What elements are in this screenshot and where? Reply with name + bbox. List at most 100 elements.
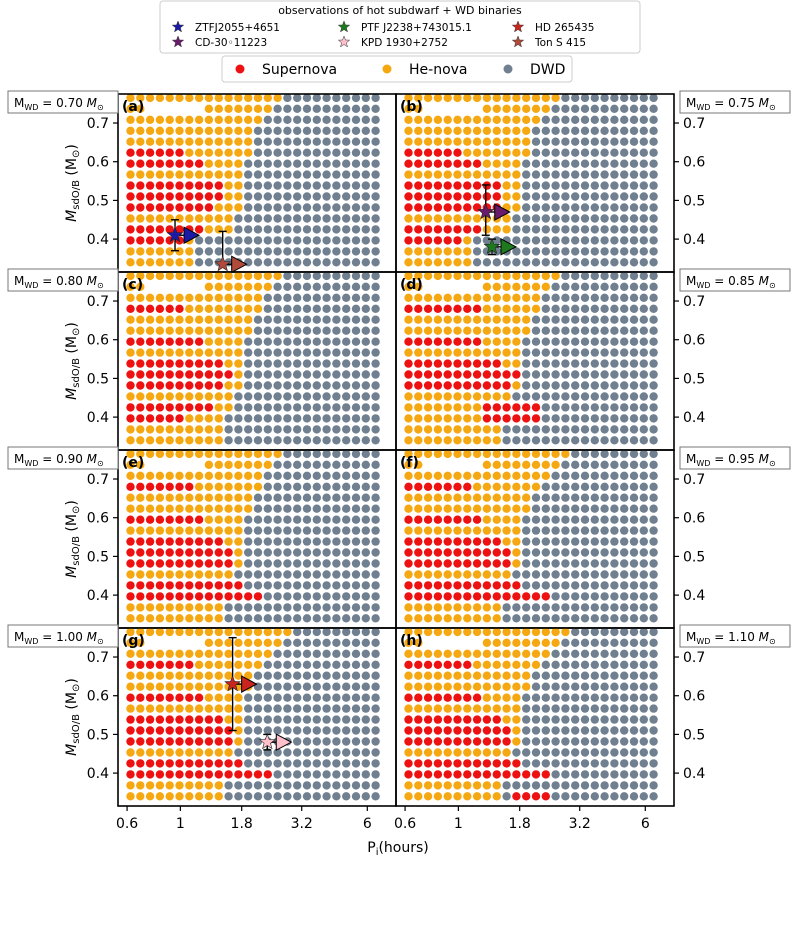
he-nova-point [443,293,452,302]
dwd-point [649,460,658,469]
he-nova-point [482,526,492,535]
supernova-point [433,304,443,313]
he-nova-point [522,104,531,114]
he-nova-point [561,628,570,637]
he-nova-point [472,392,482,401]
he-nova-point [531,115,541,125]
supernova-point [404,482,413,491]
panel-label: (h) [400,633,423,649]
dwd-point [371,126,380,135]
dwd-point [263,192,272,201]
observation-star-icon [477,203,495,220]
dwd-point [351,792,361,801]
he-nova-point [512,526,521,535]
supernova-point [443,759,452,768]
dwd-point [541,660,550,669]
he-nova-point [126,282,135,291]
he-nova-point [165,671,174,680]
dwd-point [332,581,341,590]
he-nova-point [423,247,433,256]
dwd-point [639,94,648,103]
dwd-point [283,682,292,691]
dwd-point [263,581,272,590]
he-nova-point [463,628,472,637]
supernova-point [126,381,135,390]
dwd-point [351,748,361,757]
dwd-point [322,671,331,680]
supernova-point [522,792,531,801]
dwd-point [253,137,263,146]
he-nova-point [234,704,243,713]
dwd-point [312,603,321,612]
he-nova-point [145,614,155,623]
dwd-point [273,104,282,114]
dwd-point [332,759,341,768]
dwd-point [590,759,599,768]
supernova-point [482,737,492,746]
dwd-point [361,450,370,459]
he-nova-point [482,682,492,691]
dwd-point [600,660,609,669]
he-nova-point [204,115,214,125]
dwd-point [600,159,609,168]
dwd-point [610,592,619,601]
dwd-point [302,504,312,513]
he-nova-point [433,671,443,680]
y-tick-label: 0.6 [87,333,109,349]
supernova-point [492,715,501,724]
dwd-point [273,559,282,568]
he-nova-point [492,693,501,702]
dwd-point [551,559,560,568]
he-nova-point [502,348,511,357]
dwd-point [649,515,658,524]
observation-star-icon [214,255,232,272]
he-nova-point [214,628,223,637]
dwd-point [371,704,380,713]
dwd-point [253,548,263,557]
he-nova-point [234,337,243,346]
supernova-point [492,414,501,423]
he-nova-point [175,614,184,623]
he-nova-point [224,326,233,335]
supernova-point [136,225,145,234]
supernova-point [423,559,433,568]
dwd-point [561,504,570,513]
dwd-point [273,493,282,502]
supernova-point [136,770,145,779]
dwd-point [600,638,609,647]
dwd-point [293,570,302,579]
he-nova-point [234,515,243,524]
he-nova-point [194,126,204,135]
he-nova-point [224,482,233,491]
he-nova-point [502,482,511,491]
dwd-point [610,614,619,623]
he-nova-point [433,748,443,757]
dwd-point [502,436,511,445]
dwd-point [322,159,331,168]
dwd-point [302,570,312,579]
dwd-point [302,315,312,324]
supernova-point [453,548,462,557]
he-nova-point [194,137,204,146]
dwd-point [312,504,321,513]
dwd-point [522,247,531,256]
he-nova-point [194,526,204,535]
dwd-point [571,181,580,190]
supernova-point [126,192,135,201]
he-nova-point [482,392,492,401]
dwd-point [351,403,361,412]
dwd-point [244,203,253,212]
dwd-point [561,181,570,190]
he-nova-point [423,526,433,535]
he-nova-point [175,628,184,637]
dwd-point [322,258,331,267]
supernova-point [165,548,174,557]
dwd-point [312,348,321,357]
dwd-point [600,282,609,291]
supernova-point [492,370,501,379]
he-nova-point [136,94,145,103]
dwd-point [580,192,590,201]
he-nova-point [482,515,492,524]
dwd-point [649,159,658,168]
dwd-point [580,425,590,434]
